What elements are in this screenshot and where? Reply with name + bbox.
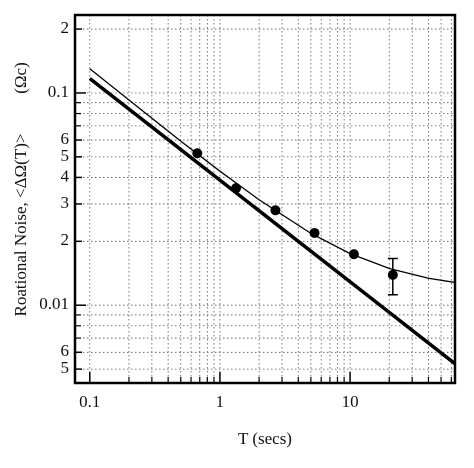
plot-frame: [73, 13, 457, 385]
y-tick-label: 5: [61, 358, 70, 377]
data-point: [270, 205, 281, 216]
y-tick-label: 5: [61, 146, 70, 165]
y-axis-unit: (Ωc): [11, 62, 30, 94]
fit-line: [88, 77, 455, 366]
data-point: [309, 227, 320, 238]
x-tick-label: 10: [342, 392, 359, 411]
y-tick-label: 4: [61, 166, 70, 185]
x-axis-label: T (secs): [238, 429, 292, 448]
x-tick-label: 0.1: [79, 392, 100, 411]
data-point: [231, 183, 242, 194]
y-tick-label: 6: [61, 129, 70, 148]
y-tick-label: 2: [61, 18, 70, 37]
x-tick-label: 1: [216, 392, 225, 411]
y-tick-label: 0.1: [48, 82, 69, 101]
y-tick-label: 2: [61, 230, 70, 249]
y-axis-label: Roational Noise, <ΔΩ(T)>: [11, 134, 30, 317]
data-point: [348, 249, 359, 260]
data-point: [192, 148, 203, 159]
y-tick-label: 0.01: [39, 294, 69, 313]
y-tick-label: 3: [61, 193, 70, 212]
y-tick-label: 6: [61, 341, 70, 360]
fit-line: [89, 68, 455, 284]
data-point: [387, 269, 398, 280]
